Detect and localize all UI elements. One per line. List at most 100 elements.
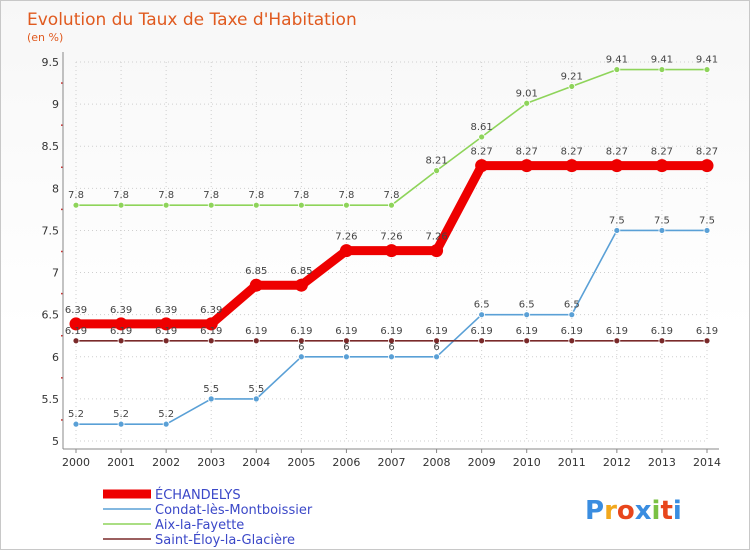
data-label: 6.39 xyxy=(155,305,177,316)
x-tick-label: 2006 xyxy=(332,456,360,469)
data-label: 7.8 xyxy=(158,190,174,201)
data-label: 7.8 xyxy=(248,190,264,201)
data-label: 6.5 xyxy=(519,300,535,311)
y-tick-label: 8.5 xyxy=(42,140,60,153)
data-point-aix-la-fayette xyxy=(658,66,666,73)
data-point-saint-eloy-la-glaciere xyxy=(117,337,125,345)
data-point-echandelys xyxy=(69,317,83,331)
data-label: 6.39 xyxy=(200,305,222,316)
x-tick-label: 2003 xyxy=(197,456,225,469)
legend-label: Condat-lès-Montboissier xyxy=(155,503,313,518)
data-point-condat-les-montboissier xyxy=(613,227,621,234)
data-point-saint-eloy-la-glaciere xyxy=(343,337,350,345)
data-point-echandelys xyxy=(565,159,579,173)
data-point-echandelys xyxy=(430,244,444,258)
data-label: 6.19 xyxy=(110,326,132,337)
data-label: 8.21 xyxy=(425,156,447,167)
logo-letter: t xyxy=(660,496,672,526)
data-point-saint-eloy-la-glaciere xyxy=(703,337,711,345)
data-label: 5.2 xyxy=(68,409,84,420)
data-point-aix-la-fayette xyxy=(388,201,395,209)
data-label: 7.8 xyxy=(113,190,129,201)
data-point-saint-eloy-la-glaciere xyxy=(568,337,576,345)
data-label: 8.61 xyxy=(471,122,493,133)
chart-subtitle: (en %) xyxy=(27,31,63,44)
logo-letter: x xyxy=(635,496,652,526)
logo-letter: P xyxy=(585,496,604,526)
data-label: 6.19 xyxy=(516,326,538,337)
data-label: 7.5 xyxy=(654,215,670,226)
data-point-condat-les-montboissier xyxy=(388,353,395,361)
data-point-condat-les-montboissier xyxy=(568,311,576,319)
data-point-aix-la-fayette xyxy=(613,66,621,73)
data-label: 6.19 xyxy=(200,326,222,337)
data-label: 6.85 xyxy=(245,266,267,277)
data-point-condat-les-montboissier xyxy=(433,353,440,361)
data-label: 8.27 xyxy=(516,147,538,158)
data-point-condat-les-montboissier xyxy=(72,420,80,428)
data-point-saint-eloy-la-glaciere xyxy=(613,337,621,345)
data-point-condat-les-montboissier xyxy=(478,311,486,319)
data-point-echandelys xyxy=(339,244,353,258)
data-point-condat-les-montboissier xyxy=(658,227,666,234)
legend: ÉCHANDELYSCondat-lès-MontboissierAix-la-… xyxy=(103,487,313,548)
legend-label: Aix-la-Fayette xyxy=(155,518,244,533)
data-point-saint-eloy-la-glaciere xyxy=(658,337,666,345)
data-point-aix-la-fayette xyxy=(568,83,576,90)
data-point-condat-les-montboissier xyxy=(162,420,170,428)
data-label: 6.39 xyxy=(65,305,87,316)
data-label: 8.27 xyxy=(471,147,493,158)
data-label: 8.27 xyxy=(651,147,673,158)
data-label: 7.26 xyxy=(380,232,402,243)
data-point-saint-eloy-la-glaciere xyxy=(252,337,260,345)
data-point-saint-eloy-la-glaciere xyxy=(72,337,80,345)
data-label: 5.5 xyxy=(203,384,219,395)
data-point-echandelys xyxy=(114,317,128,331)
y-tick-label: 7 xyxy=(52,267,59,280)
data-label: 7.8 xyxy=(384,190,400,201)
y-tick-label: 8 xyxy=(52,182,59,195)
data-label: 9.01 xyxy=(516,88,538,99)
y-tick-label: 5.5 xyxy=(42,393,60,406)
data-point-condat-les-montboissier xyxy=(523,311,531,319)
x-tick-label: 2000 xyxy=(62,456,90,469)
data-point-saint-eloy-la-glaciere xyxy=(388,337,395,345)
data-label: 6.19 xyxy=(65,326,87,337)
series xyxy=(69,66,714,428)
data-label: 6 xyxy=(433,342,439,353)
data-point-aix-la-fayette xyxy=(162,201,170,209)
legend-label: ÉCHANDELYS xyxy=(155,487,241,503)
data-label: 7.8 xyxy=(338,190,354,201)
data-label: 6.19 xyxy=(606,326,628,337)
x-tick-label: 2005 xyxy=(287,456,315,469)
data-point-aix-la-fayette xyxy=(72,201,80,209)
data-label: 5.2 xyxy=(158,409,174,420)
data-label: 6.5 xyxy=(564,300,580,311)
data-point-saint-eloy-la-glaciere xyxy=(478,337,486,345)
x-tick-label: 2008 xyxy=(423,456,451,469)
data-point-condat-les-montboissier xyxy=(117,420,125,428)
data-label: 9.41 xyxy=(651,55,673,66)
data-label: 6.19 xyxy=(380,326,402,337)
data-point-condat-les-montboissier xyxy=(207,395,215,403)
data-label: 7.26 xyxy=(425,232,447,243)
logo-letter: i xyxy=(652,496,661,526)
x-tick-label: 2002 xyxy=(152,456,180,469)
x-tick-label: 2004 xyxy=(242,456,270,469)
logo-letter: i xyxy=(673,496,682,526)
y-tick-label: 7.5 xyxy=(42,224,60,237)
axes: 5 5.5 6 6.5 7 7.5 8 8.5 9 9.5 2000 2001 2002 2003 2004… xyxy=(42,52,721,469)
data-label: 5.2 xyxy=(113,409,129,420)
data-label: 7.5 xyxy=(609,215,625,226)
data-label: 9.21 xyxy=(561,71,583,82)
data-label: 6 xyxy=(388,342,394,353)
series-line-aix-la-fayette xyxy=(75,68,708,206)
data-label: 6.19 xyxy=(425,326,447,337)
x-tick-label: 2014 xyxy=(693,456,721,469)
data-point-aix-la-fayette xyxy=(343,201,350,209)
data-point-aix-la-fayette xyxy=(207,201,215,209)
data-label: 6.39 xyxy=(110,305,132,316)
legend-label: Saint-Éloy-la-Glacière xyxy=(155,532,295,548)
data-label: 7.5 xyxy=(699,215,715,226)
